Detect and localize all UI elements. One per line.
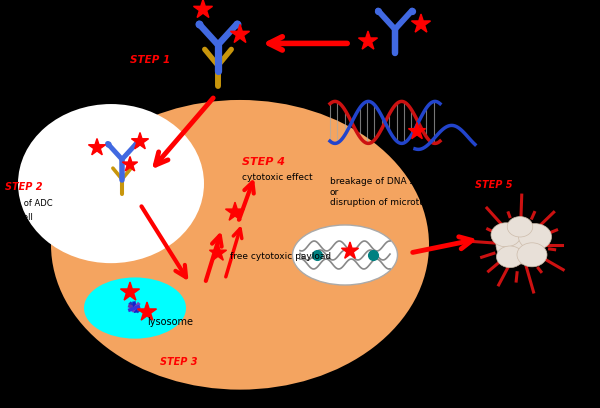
Ellipse shape (18, 104, 204, 263)
Ellipse shape (293, 225, 398, 285)
Text: lysosome: lysosome (147, 317, 193, 327)
Text: STEP 2: STEP 2 (5, 182, 43, 192)
Text: STEP 5: STEP 5 (475, 180, 512, 190)
Text: STEP 4: STEP 4 (242, 157, 285, 167)
Polygon shape (226, 202, 245, 220)
Text: free cytotoxic payload: free cytotoxic payload (230, 252, 331, 261)
Polygon shape (88, 139, 106, 155)
Text: breakage of DNA strand
or
disruption of microtubules: breakage of DNA strand or disruption of … (330, 177, 449, 207)
Polygon shape (193, 0, 212, 18)
Ellipse shape (518, 224, 551, 250)
Ellipse shape (507, 217, 533, 237)
Polygon shape (341, 242, 359, 258)
Text: STEP 3: STEP 3 (160, 357, 197, 367)
Text: he cell: he cell (5, 213, 33, 222)
Ellipse shape (497, 246, 523, 268)
Polygon shape (137, 302, 157, 320)
Ellipse shape (496, 226, 544, 264)
Ellipse shape (51, 100, 429, 390)
Polygon shape (358, 31, 377, 49)
Text: STEP 1: STEP 1 (130, 55, 170, 65)
Polygon shape (131, 133, 149, 149)
Polygon shape (209, 244, 227, 260)
Ellipse shape (84, 277, 186, 339)
Ellipse shape (517, 243, 547, 267)
Polygon shape (412, 14, 431, 32)
Polygon shape (409, 122, 425, 139)
Polygon shape (121, 282, 140, 300)
Polygon shape (230, 24, 250, 42)
Polygon shape (122, 157, 137, 171)
Ellipse shape (491, 223, 521, 247)
Text: tion of ADC: tion of ADC (5, 199, 53, 208)
Text: cytotoxic effect: cytotoxic effect (242, 173, 313, 182)
